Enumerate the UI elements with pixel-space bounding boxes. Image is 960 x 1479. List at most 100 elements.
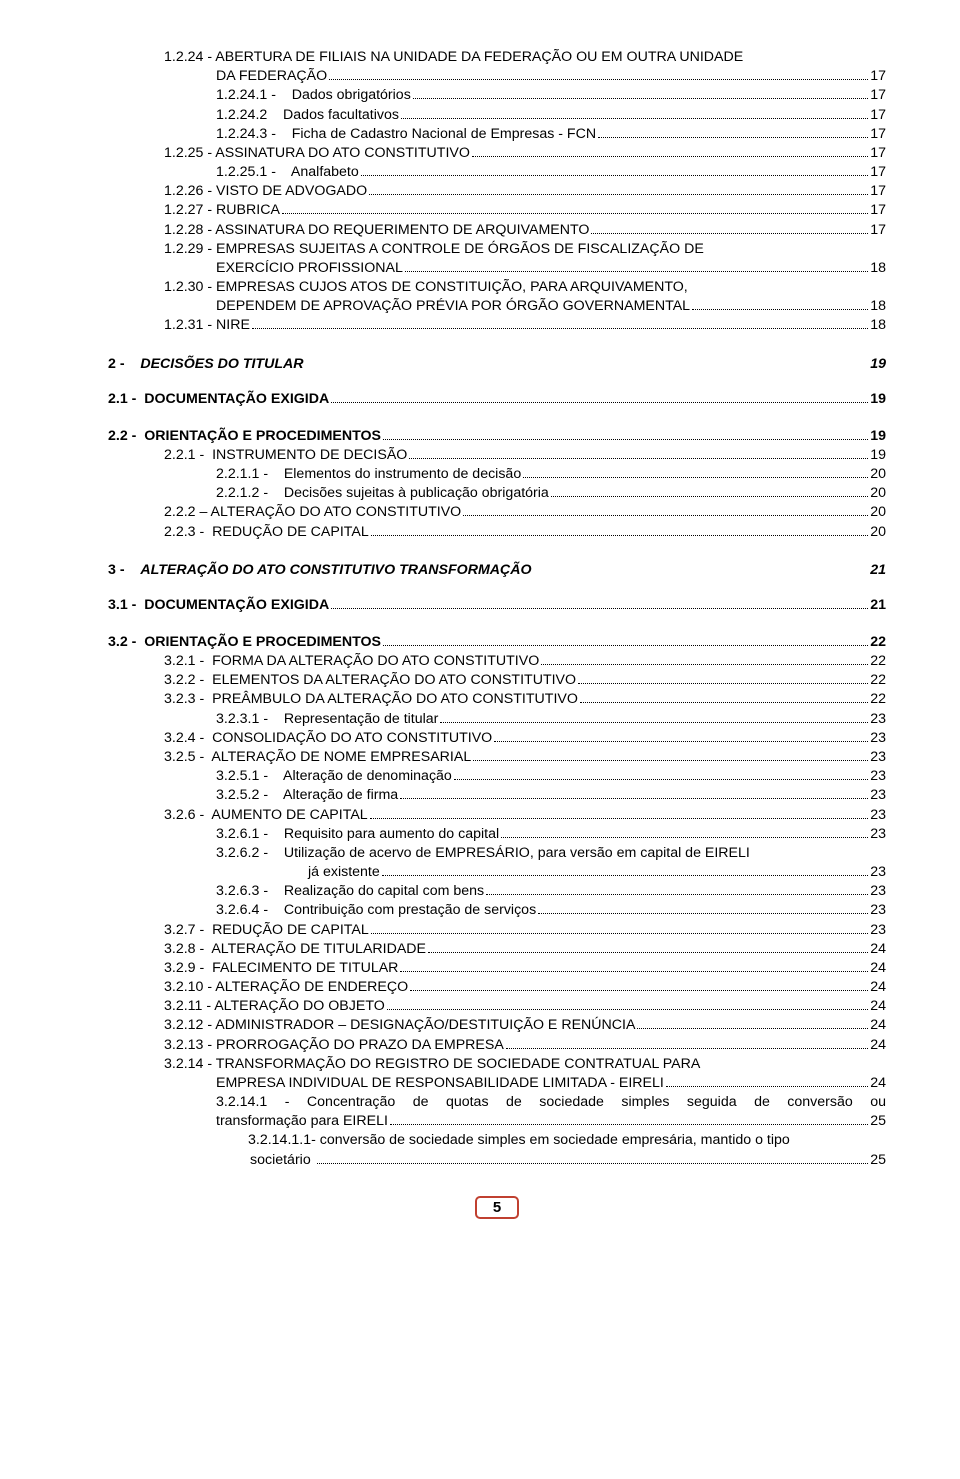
section-3-num: 3 - (108, 562, 125, 578)
toc-block-4: 3.2.14.1.1- conversão de sociedade simpl… (108, 1131, 886, 1169)
toc-text: 3.2.10 - ALTERAÇÃO DE ENDEREÇO (164, 978, 408, 997)
page-ref: 20 (870, 503, 886, 522)
toc-line: 1.2.26 - VISTO DE ADVOGADO 17 (108, 182, 886, 201)
page-ref: 17 (870, 125, 886, 144)
toc-line: 3.2.5.1 - Alteração de denominação 23 (108, 767, 886, 786)
dot-leader (506, 1048, 868, 1049)
dot-leader (405, 271, 868, 272)
page-ref: 23 (870, 710, 886, 729)
page-ref: 18 (870, 259, 886, 278)
toc-text: 3.2.12 - ADMINISTRADOR – DESIGNAÇÃO/DEST… (164, 1016, 635, 1035)
toc-line: 3.2.14 - TRANSFORMAÇÃO DO REGISTRO DE SO… (108, 1055, 886, 1074)
toc-text: 3.2.2 - ELEMENTOS DA ALTERAÇÃO DO ATO CO… (164, 671, 576, 690)
toc-line: 3.2.5.2 - Alteração de firma 23 (108, 786, 886, 805)
page-ref: 17 (870, 182, 886, 201)
toc-line: 1.2.28 - ASSINATURA DO REQUERIMENTO DE A… (108, 221, 886, 240)
toc-line: DA FEDERAÇÃO 17 (108, 67, 886, 86)
toc-text: 3.2.9 - FALECIMENTO DE TITULAR (164, 959, 398, 978)
page-ref: 17 (870, 67, 886, 86)
toc-line: 1.2.31 - NIRE 18 (108, 316, 886, 335)
dot-leader (598, 137, 868, 138)
page-ref: 24 (870, 959, 886, 978)
toc-line: 1.2.27 - RUBRICA 17 (108, 201, 886, 220)
toc-text: 3.2.5 - ALTERAÇÃO DE NOME EMPRESARIAL (164, 748, 471, 767)
toc-text: 3.2.6.3 - Realização do capital com bens (216, 882, 484, 901)
dot-leader (400, 798, 868, 799)
toc-line: 3.2.10 - ALTERAÇÃO DE ENDEREÇO 24 (108, 978, 886, 997)
toc-text: 2.2.1.1 - Elementos do instrumento de de… (216, 465, 521, 484)
section-2-page: 19 (870, 356, 886, 372)
toc-line: 3.2.1 - FORMA DA ALTERAÇÃO DO ATO CONSTI… (108, 652, 886, 671)
toc-text: 3.2.4 - CONSOLIDAÇÃO DO ATO CONSTITUTIVO (164, 729, 492, 748)
toc-block-3: 3.1 - DOCUMENTAÇÃO EXIGIDA 213.2 - ORIEN… (108, 596, 886, 1093)
toc-line: 3.2.7 - REDUÇÃO DE CAPITAL 23 (108, 921, 886, 940)
dot-leader (523, 477, 868, 478)
page-number: 5 (475, 1196, 519, 1219)
toc-text: 3.2.5.2 - Alteração de firma (216, 786, 398, 805)
dot-leader (551, 496, 868, 497)
dot-leader (410, 990, 868, 991)
toc-text: DA FEDERAÇÃO (216, 67, 327, 86)
toc-text: 1.2.25 - ASSINATURA DO ATO CONSTITUTIVO (164, 144, 470, 163)
toc-line: 3.2.4 - CONSOLIDAÇÃO DO ATO CONSTITUTIVO… (108, 729, 886, 748)
dot-leader (541, 664, 868, 665)
page-ref: 21 (870, 596, 886, 615)
section-3-page: 21 (870, 562, 886, 578)
dot-leader (329, 79, 868, 80)
toc-text: 3.2.6 - AUMENTO DE CAPITAL (164, 806, 368, 825)
page-ref: 19 (870, 446, 886, 465)
page-ref: 24 (870, 997, 886, 1016)
toc-text: 1.2.24.2 Dados facultativos (216, 106, 399, 125)
page-ref: 23 (870, 825, 886, 844)
dot-leader (370, 818, 869, 819)
page-ref: 17 (870, 221, 886, 240)
toc-line: 3.2.6.4 - Contribuição com prestação de … (108, 901, 886, 920)
toc-line: 1.2.24.3 - Ficha de Cadastro Nacional de… (108, 125, 886, 144)
page-ref: 25 (870, 1112, 886, 1131)
toc-line: 2.2.1.2 - Decisões sujeitas à publicação… (108, 484, 886, 503)
dot-leader (390, 1124, 868, 1125)
toc-line: 2.1 - DOCUMENTAÇÃO EXIGIDA 19 (108, 390, 886, 409)
dot-leader (383, 645, 868, 646)
dot-leader (371, 933, 868, 934)
toc-text: 3.2.3 - PREÂMBULO DA ALTERAÇÃO DO ATO CO… (164, 690, 578, 709)
toc-line: DEPENDEM DE APROVAÇÃO PRÉVIA POR ÓRGÃO G… (108, 297, 886, 316)
page-ref: 17 (870, 106, 886, 125)
dot-leader (371, 535, 868, 536)
section-3-header: 3 - ALTERAÇÃO DO ATO CONSTITUTIVO TRANSF… (108, 562, 886, 578)
dot-leader (282, 213, 868, 214)
toc-text: 3.2.7 - REDUÇÃO DE CAPITAL (164, 921, 369, 940)
dot-leader (382, 875, 868, 876)
dot-leader (383, 439, 868, 440)
page-ref: 22 (870, 690, 886, 709)
dot-leader (591, 233, 868, 234)
toc-text: já existente (308, 863, 380, 882)
page-ref: 23 (870, 748, 886, 767)
toc-line: 1.2.30 - EMPRESAS CUJOS ATOS DE CONSTITU… (108, 278, 886, 297)
toc-text: EXERCÍCIO PROFISSIONAL (216, 259, 403, 278)
toc-line: 3.2.9 - FALECIMENTO DE TITULAR 24 (108, 959, 886, 978)
toc-line: 1.2.25.1 - Analfabeto 17 (108, 163, 886, 182)
toc-text: transformação para EIRELI (216, 1112, 388, 1131)
toc-line: 2.2.2 – ALTERAÇÃO DO ATO CONSTITUTIVO 20 (108, 503, 886, 522)
toc-text: 1.2.31 - NIRE (164, 316, 250, 335)
dot-leader (361, 175, 868, 176)
toc-line: 1.2.25 - ASSINATURA DO ATO CONSTITUTIVO … (108, 144, 886, 163)
toc-line: 3.2.13 - PRORROGAÇÃO DO PRAZO DA EMPRESA… (108, 1036, 886, 1055)
toc-line: 1.2.29 - EMPRESAS SUJEITAS A CONTROLE DE… (108, 240, 886, 259)
page-ref: 23 (870, 901, 886, 920)
page-ref: 17 (870, 163, 886, 182)
document-page: 1.2.24 - ABERTURA DE FILIAIS NA UNIDADE … (0, 0, 960, 1249)
toc-line: 3.2.14.1.1- conversão de sociedade simpl… (108, 1131, 886, 1150)
dot-leader (472, 156, 868, 157)
toc-line: 3.2.2 - ELEMENTOS DA ALTERAÇÃO DO ATO CO… (108, 671, 886, 690)
dot-leader (578, 683, 868, 684)
toc-text: 3.2.3.1 - Representação de titular (216, 710, 438, 729)
dot-leader (463, 515, 868, 516)
page-ref: 23 (870, 806, 886, 825)
toc-line: EXERCÍCIO PROFISSIONAL 18 (108, 259, 886, 278)
dot-leader (637, 1028, 868, 1029)
page-ref: 22 (870, 671, 886, 690)
page-ref: 17 (870, 201, 886, 220)
toc-text: 3.2.14 - TRANSFORMAÇÃO DO REGISTRO DE SO… (164, 1055, 700, 1074)
